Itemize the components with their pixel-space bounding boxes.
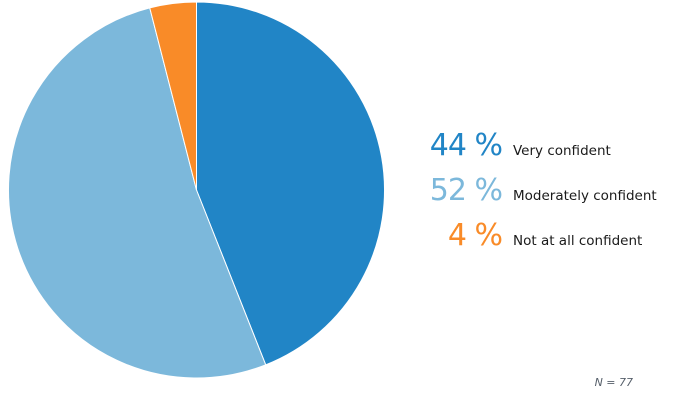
pie-slice-not-at-all-confident: [149, 1, 197, 191]
sample-size-note: N = 77: [594, 376, 633, 389]
legend-label: Very confident: [513, 143, 611, 159]
legend-label: Not at all confident: [513, 233, 643, 249]
legend-row: 44 % Very confident: [425, 123, 657, 168]
legend: 44 % Very confident 52 % Moderately conf…: [425, 123, 657, 258]
legend-percent: 52 %: [429, 173, 503, 208]
legend-row: 52 % Moderately confident: [425, 168, 657, 213]
pie-slice-very-confident: [196, 1, 386, 366]
legend-label: Moderately confident: [513, 188, 657, 204]
legend-percent: 44 %: [429, 128, 503, 163]
legend-row: 4 % Not at all confident: [425, 213, 657, 258]
legend-percent: 4 %: [447, 218, 503, 253]
pie-slice-moderately-confident: [8, 7, 267, 379]
